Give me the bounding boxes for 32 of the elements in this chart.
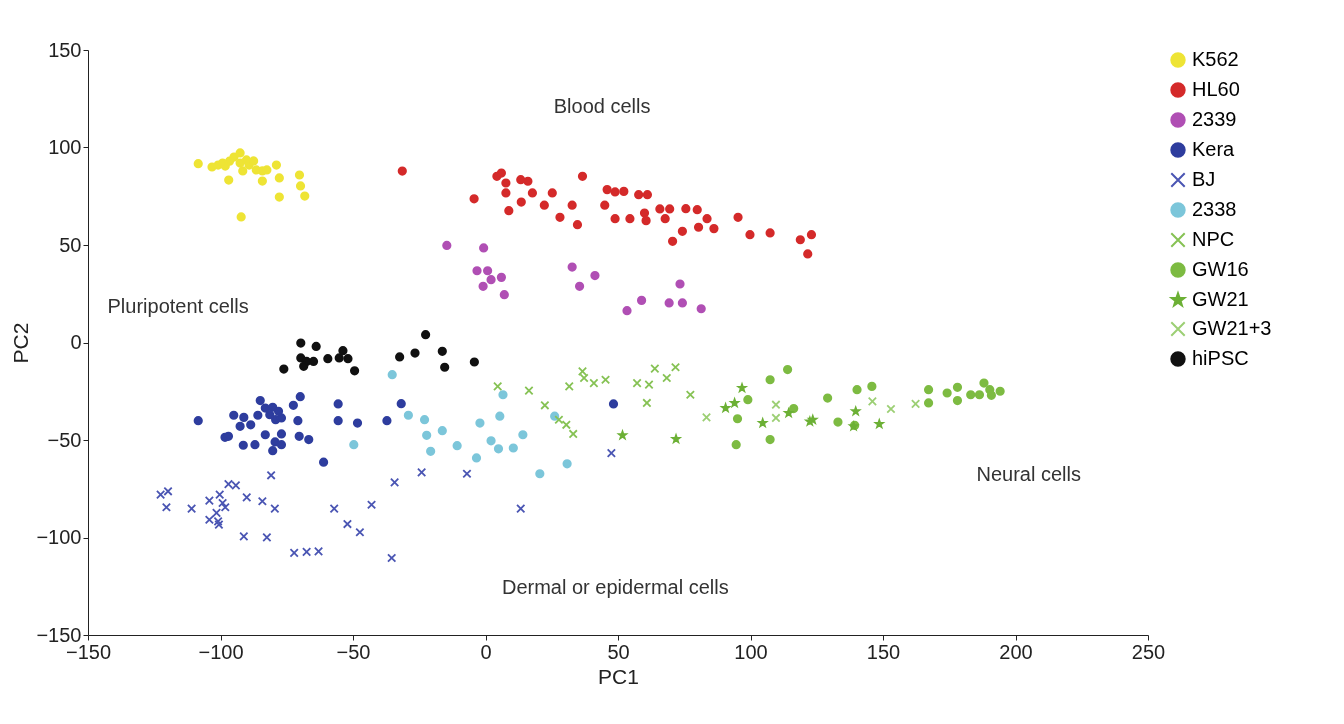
y-tick-label: −100 (36, 526, 82, 548)
x-tick-label: 0 (480, 640, 492, 663)
y-axis-title: PC2 (9, 322, 33, 364)
legend-label: NPC (1192, 228, 1235, 250)
annotation: Neural cells (976, 463, 1081, 486)
x-tick-label: 200 (999, 640, 1033, 663)
legend-label: Kera (1192, 138, 1236, 160)
legend-label: 2338 (1192, 198, 1237, 220)
x-tick-label: −50 (336, 640, 371, 663)
y-tick-label: 100 (48, 136, 82, 158)
legend-label: hiPSC (1192, 347, 1249, 369)
y-tick-label: 150 (48, 38, 82, 61)
legend-label: BJ (1192, 168, 1216, 190)
y-tick-label: 0 (70, 331, 82, 353)
x-tick-label: −100 (198, 640, 244, 663)
x-tick-label: 100 (734, 640, 768, 663)
legend-label: 2339 (1192, 108, 1237, 130)
annotation: Dermal or epidermal cells (501, 576, 729, 599)
legend-label: GW21+3 (1192, 317, 1272, 339)
legend-label: HL60 (1192, 78, 1240, 100)
legend-label: GW21 (1192, 288, 1249, 310)
legend-label: GW16 (1192, 258, 1249, 280)
x-tick-label: 50 (607, 640, 630, 663)
x-axis-title: PC1 (598, 664, 639, 688)
y-tick-label: −50 (47, 428, 82, 451)
legend-label: K562 (1192, 48, 1239, 70)
annotation: Blood cells (553, 94, 651, 117)
annotation: Pluripotent cells (107, 295, 249, 318)
x-tick-label: 150 (866, 640, 901, 663)
y-tick-label: 50 (59, 233, 82, 256)
x-tick-label: 250 (1131, 640, 1166, 663)
y-tick-label: −150 (36, 623, 82, 646)
